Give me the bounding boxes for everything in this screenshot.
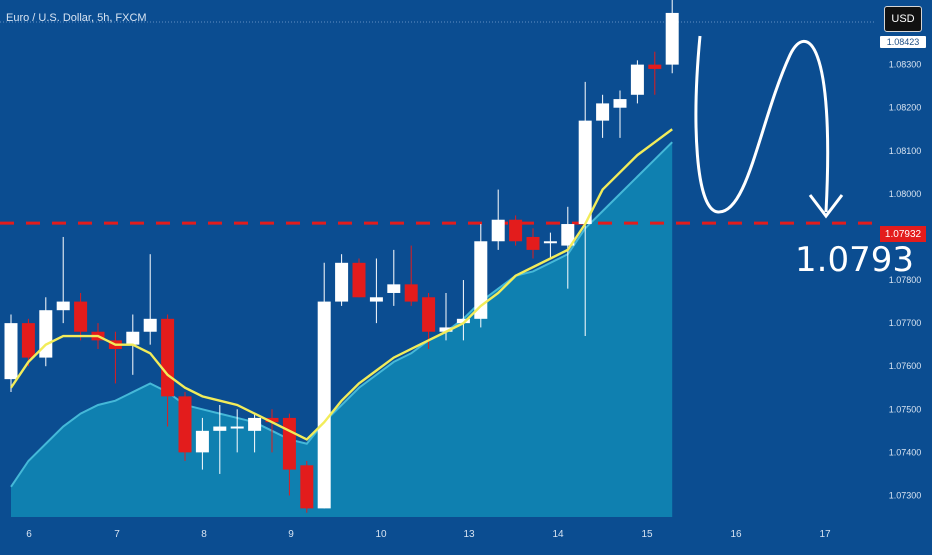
candle-body	[21, 323, 35, 358]
candle-body	[335, 262, 349, 302]
candle-body	[213, 426, 227, 431]
x-tick-label: 9	[288, 529, 294, 540]
x-tick-label: 10	[375, 529, 387, 540]
down-arrow-projection-icon	[694, 35, 830, 214]
candle-body	[248, 417, 262, 431]
candle-body	[596, 103, 610, 121]
candle-body	[509, 219, 523, 242]
candle-body	[39, 310, 53, 358]
y-tick-label: 1.07300	[889, 490, 922, 500]
candle-body	[456, 318, 470, 324]
candle-body	[4, 323, 18, 380]
candle-body	[387, 284, 401, 293]
area-fill	[11, 142, 673, 518]
candle-body	[648, 64, 662, 69]
y-tick-label: 1.08100	[889, 146, 922, 156]
candle-body	[178, 396, 192, 453]
y-tick-label: 1.08000	[889, 189, 922, 199]
candle-body	[665, 12, 679, 65]
y-tick-label: 1.07500	[889, 404, 922, 414]
candle-body	[422, 297, 436, 332]
y-tick-label: 1.07700	[889, 318, 922, 328]
candle-body	[613, 99, 627, 108]
candle-body	[630, 64, 644, 95]
x-tick-label: 15	[641, 529, 653, 540]
x-tick-label: 14	[552, 529, 564, 540]
y-tick-label: 1.07600	[889, 361, 922, 371]
chart-title: Euro / U.S. Dollar, 5h, FXCM	[6, 12, 147, 24]
candle-body	[404, 284, 418, 302]
target-price-annotation: 1.0793	[795, 240, 914, 280]
candle-body	[230, 426, 244, 429]
candle-body	[474, 241, 488, 319]
x-tick-label: 6	[26, 529, 32, 540]
x-tick-label: 17	[819, 529, 831, 540]
candle-body	[317, 301, 331, 509]
currency-button[interactable]: USD	[884, 6, 922, 32]
x-tick-label: 16	[730, 529, 742, 540]
candle-body	[74, 301, 88, 332]
y-tick-label: 1.08300	[889, 60, 922, 70]
candle-body	[282, 417, 296, 470]
candle-body	[161, 318, 175, 397]
candle-body	[352, 262, 366, 298]
candle-body	[369, 297, 383, 302]
candle-body	[561, 224, 575, 246]
y-tick-label: 1.07800	[889, 275, 922, 285]
candle-body	[491, 219, 505, 242]
arrow-head-icon	[808, 194, 844, 219]
area-edge-line	[10, 141, 673, 488]
last-price-label: 1.08423	[880, 36, 926, 48]
x-tick-label: 7	[114, 529, 120, 540]
candle-body	[300, 465, 314, 509]
candle-body	[56, 301, 70, 311]
candle-body	[143, 318, 157, 332]
y-tick-label: 1.08200	[889, 103, 922, 113]
candle-body	[439, 327, 453, 332]
candle-body	[543, 241, 557, 244]
candle-body	[578, 120, 592, 225]
y-tick-label: 1.07400	[889, 447, 922, 457]
candle-body	[126, 331, 140, 345]
x-tick-label: 8	[201, 529, 207, 540]
x-tick-label: 13	[463, 529, 475, 540]
candle-body	[265, 417, 279, 423]
candle-body	[526, 236, 540, 250]
level-price-label: 1.07932	[880, 226, 926, 242]
moving-average-line	[10, 128, 673, 441]
candle-body	[195, 430, 209, 453]
